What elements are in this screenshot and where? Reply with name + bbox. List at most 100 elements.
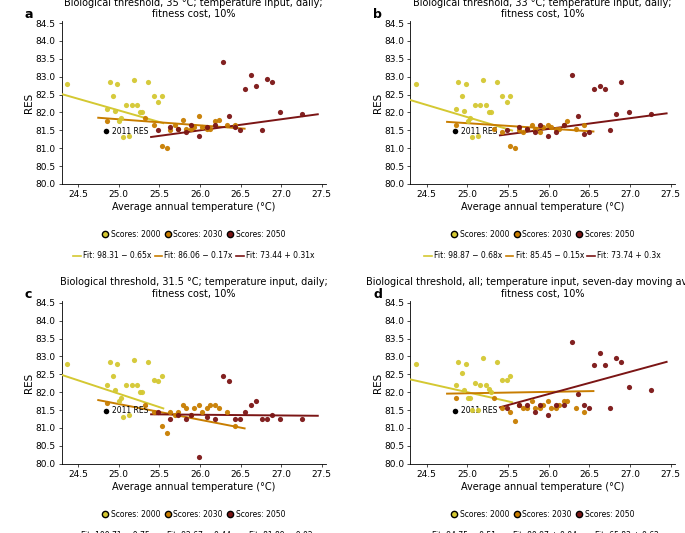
Text: d: d [373, 288, 382, 301]
Text: a: a [25, 9, 33, 21]
Point [275, 108, 286, 117]
Point [538, 123, 549, 131]
Point [466, 406, 477, 414]
Point [543, 411, 553, 419]
Point [177, 115, 188, 124]
Point [521, 400, 532, 409]
Point [483, 384, 494, 393]
Legend: Fit: 94.75 − 0.51x, Fit: 80.97 + 0.04x, Fit: 65.83 + 0.62x: Fit: 94.75 − 0.51x, Fit: 80.97 + 0.04x, … [422, 531, 663, 533]
Point [104, 78, 115, 86]
Point [188, 123, 199, 131]
Point [101, 104, 112, 113]
Point [553, 124, 564, 133]
Point [116, 114, 127, 122]
Point [510, 417, 521, 425]
Point [164, 123, 175, 131]
Text: 2011 RES: 2011 RES [112, 406, 149, 415]
Point [513, 400, 524, 409]
Point [534, 400, 545, 409]
Point [538, 400, 549, 409]
Point [156, 422, 167, 431]
Point [251, 82, 262, 90]
X-axis label: Average annual temperature (°C): Average annual temperature (°C) [112, 202, 275, 212]
Point [505, 92, 516, 101]
Point [616, 358, 627, 366]
Point [181, 128, 192, 136]
Point [148, 92, 159, 101]
Point [521, 124, 532, 133]
Text: b: b [373, 9, 382, 21]
Point [595, 82, 606, 90]
Point [530, 408, 540, 416]
Point [156, 372, 167, 381]
Point [173, 411, 184, 419]
Point [153, 98, 164, 106]
Point [546, 123, 557, 131]
Point [505, 408, 516, 416]
Point [450, 127, 461, 135]
Point [181, 415, 192, 423]
Point [488, 124, 499, 133]
Point [164, 415, 175, 423]
Point [186, 120, 197, 129]
Point [475, 381, 486, 389]
Point [501, 404, 512, 413]
Point [530, 404, 540, 413]
Point [469, 379, 480, 387]
Point [599, 85, 610, 93]
Point [210, 415, 221, 423]
Point [210, 117, 221, 126]
Point [275, 415, 286, 423]
Point [101, 407, 112, 415]
Point [126, 101, 137, 110]
Point [578, 400, 589, 409]
Point [142, 358, 153, 366]
Title: Biological threshold, 31.5 °C; temperature input, daily;
fitness cost, 10%: Biological threshold, 31.5 °C; temperatu… [60, 277, 327, 299]
Point [559, 400, 570, 409]
Point [229, 415, 240, 423]
Point [153, 377, 164, 386]
Point [137, 388, 148, 397]
Point [624, 108, 635, 117]
Point [510, 144, 521, 152]
Point [534, 120, 545, 129]
Point [101, 127, 112, 135]
Point [411, 359, 422, 368]
Point [201, 124, 212, 133]
Point [108, 92, 119, 101]
Point [140, 114, 151, 122]
Point [101, 117, 112, 126]
Point [262, 415, 273, 423]
Point [156, 92, 167, 101]
Point [137, 108, 148, 117]
Point [460, 79, 471, 88]
Y-axis label: RES: RES [373, 372, 383, 392]
Point [148, 375, 159, 384]
X-axis label: Average annual temperature (°C): Average annual temperature (°C) [461, 202, 624, 212]
Legend: Fit: 100.71 − 0.75x, Fit: 92.67 − 0.44x, Fit: 81.89 − 0.02x: Fit: 100.71 − 0.75x, Fit: 92.67 − 0.44x,… [71, 531, 316, 533]
Point [101, 399, 112, 407]
Point [194, 112, 205, 120]
Point [491, 78, 502, 86]
Point [218, 372, 229, 381]
Point [124, 411, 135, 419]
Point [297, 110, 308, 118]
Point [173, 124, 184, 133]
Point [551, 128, 562, 136]
Point [142, 78, 153, 86]
Point [188, 404, 199, 413]
Title: Biological threshold, 33 °C; temperature input, daily;
fitness cost, 10%: Biological threshold, 33 °C; temperature… [413, 0, 672, 19]
Point [562, 397, 573, 406]
Point [497, 128, 508, 136]
Point [599, 361, 610, 370]
Point [481, 381, 492, 389]
Point [132, 381, 142, 389]
Point [534, 128, 545, 136]
Point [297, 415, 308, 423]
Point [266, 411, 277, 419]
Point [251, 397, 262, 406]
Point [530, 128, 540, 136]
Point [551, 400, 562, 409]
Legend: Fit: 98.31 − 0.65x, Fit: 86.06 − 0.17x, Fit: 73.44 + 0.31x: Fit: 98.31 − 0.65x, Fit: 86.06 − 0.17x, … [73, 251, 314, 260]
Point [475, 101, 486, 110]
